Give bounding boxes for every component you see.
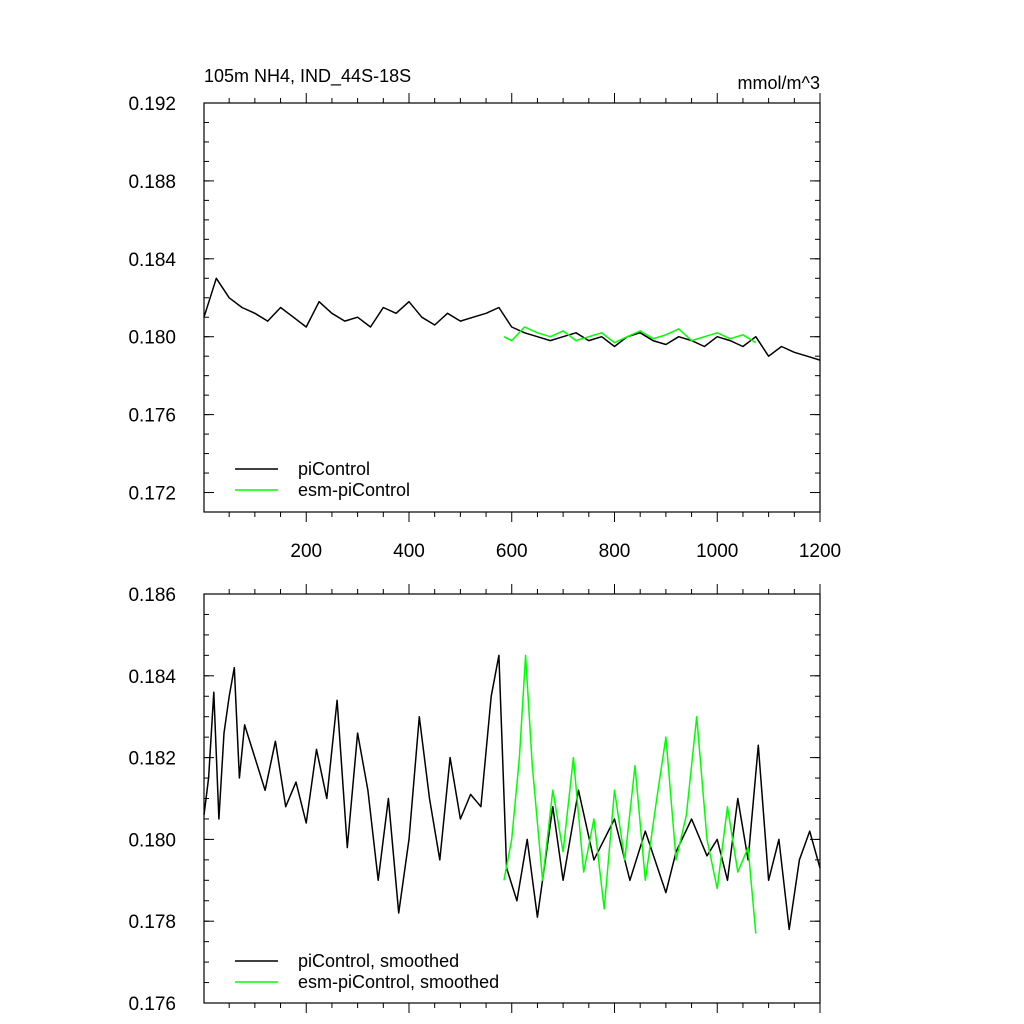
legend-label-esm-picontrol: esm-piControl bbox=[298, 480, 410, 500]
axis-ticks-bottom bbox=[204, 584, 821, 1013]
legend-label-esm-picontrol-smoothed: esm-piControl, smoothed bbox=[298, 972, 499, 992]
chart-panel-bottom: 0.186 0.184 0.182 0.180 0.178 0.176 piControl… bbox=[128, 584, 821, 1015]
legend-label-picontrol-smoothed: piControl, smoothed bbox=[298, 951, 459, 971]
y-tick-label: 0.192 bbox=[128, 94, 176, 115]
legend-label-picontrol: piControl bbox=[298, 459, 370, 479]
series-group-top bbox=[203, 277, 821, 361]
units-label: mmol/m^3 bbox=[738, 73, 820, 93]
y-tick-label: 0.176 bbox=[128, 406, 176, 427]
x-tick-label: 400 bbox=[393, 541, 425, 562]
plot-frame-top bbox=[203, 102, 821, 513]
legend-top: piControl esm-piControl bbox=[235, 459, 410, 500]
y-tick-label: 0.184 bbox=[128, 667, 176, 688]
x-tick-label: 1000 bbox=[696, 541, 738, 562]
y-tick-label: 0.184 bbox=[128, 250, 176, 271]
series-line-picontrol-smoothed bbox=[203, 654, 821, 931]
plot-frame-bottom bbox=[203, 593, 821, 1004]
x-tick-label: 1200 bbox=[799, 541, 841, 562]
legend-bottom: piControl, smoothed esm-piControl, smoot… bbox=[235, 951, 499, 992]
y-tick-label: 0.188 bbox=[128, 172, 176, 193]
y-tick-labels-bottom: 0.186 0.184 0.182 0.180 0.178 0.176 bbox=[128, 585, 176, 1015]
x-tick-label: 800 bbox=[599, 541, 631, 562]
x-tick-label: 600 bbox=[496, 541, 528, 562]
chart-panel-top: 105m NH4, IND_44S-18S mmol/m^3 0.192 0.18… bbox=[128, 66, 841, 562]
series-line-esm-picontrol bbox=[503, 326, 757, 344]
axis-ticks-top bbox=[204, 93, 821, 522]
y-tick-labels-top: 0.192 0.188 0.184 0.180 0.176 0.172 bbox=[128, 94, 176, 505]
x-tick-label: 200 bbox=[290, 541, 322, 562]
y-tick-label: 0.178 bbox=[128, 912, 176, 933]
y-tick-label: 0.176 bbox=[128, 994, 176, 1015]
y-tick-label: 0.186 bbox=[128, 585, 176, 606]
series-line-esm-picontrol-smoothed bbox=[503, 654, 757, 934]
chart-title: 105m NH4, IND_44S-18S bbox=[204, 66, 411, 87]
y-tick-label: 0.172 bbox=[128, 484, 176, 505]
y-tick-label: 0.180 bbox=[128, 328, 176, 349]
x-tick-labels-top: 200 400 600 800 1000 1200 bbox=[290, 541, 841, 562]
y-tick-label: 0.180 bbox=[128, 830, 176, 851]
y-tick-label: 0.182 bbox=[128, 749, 176, 770]
series-line-picontrol bbox=[203, 277, 821, 361]
series-group-bottom bbox=[203, 654, 821, 934]
